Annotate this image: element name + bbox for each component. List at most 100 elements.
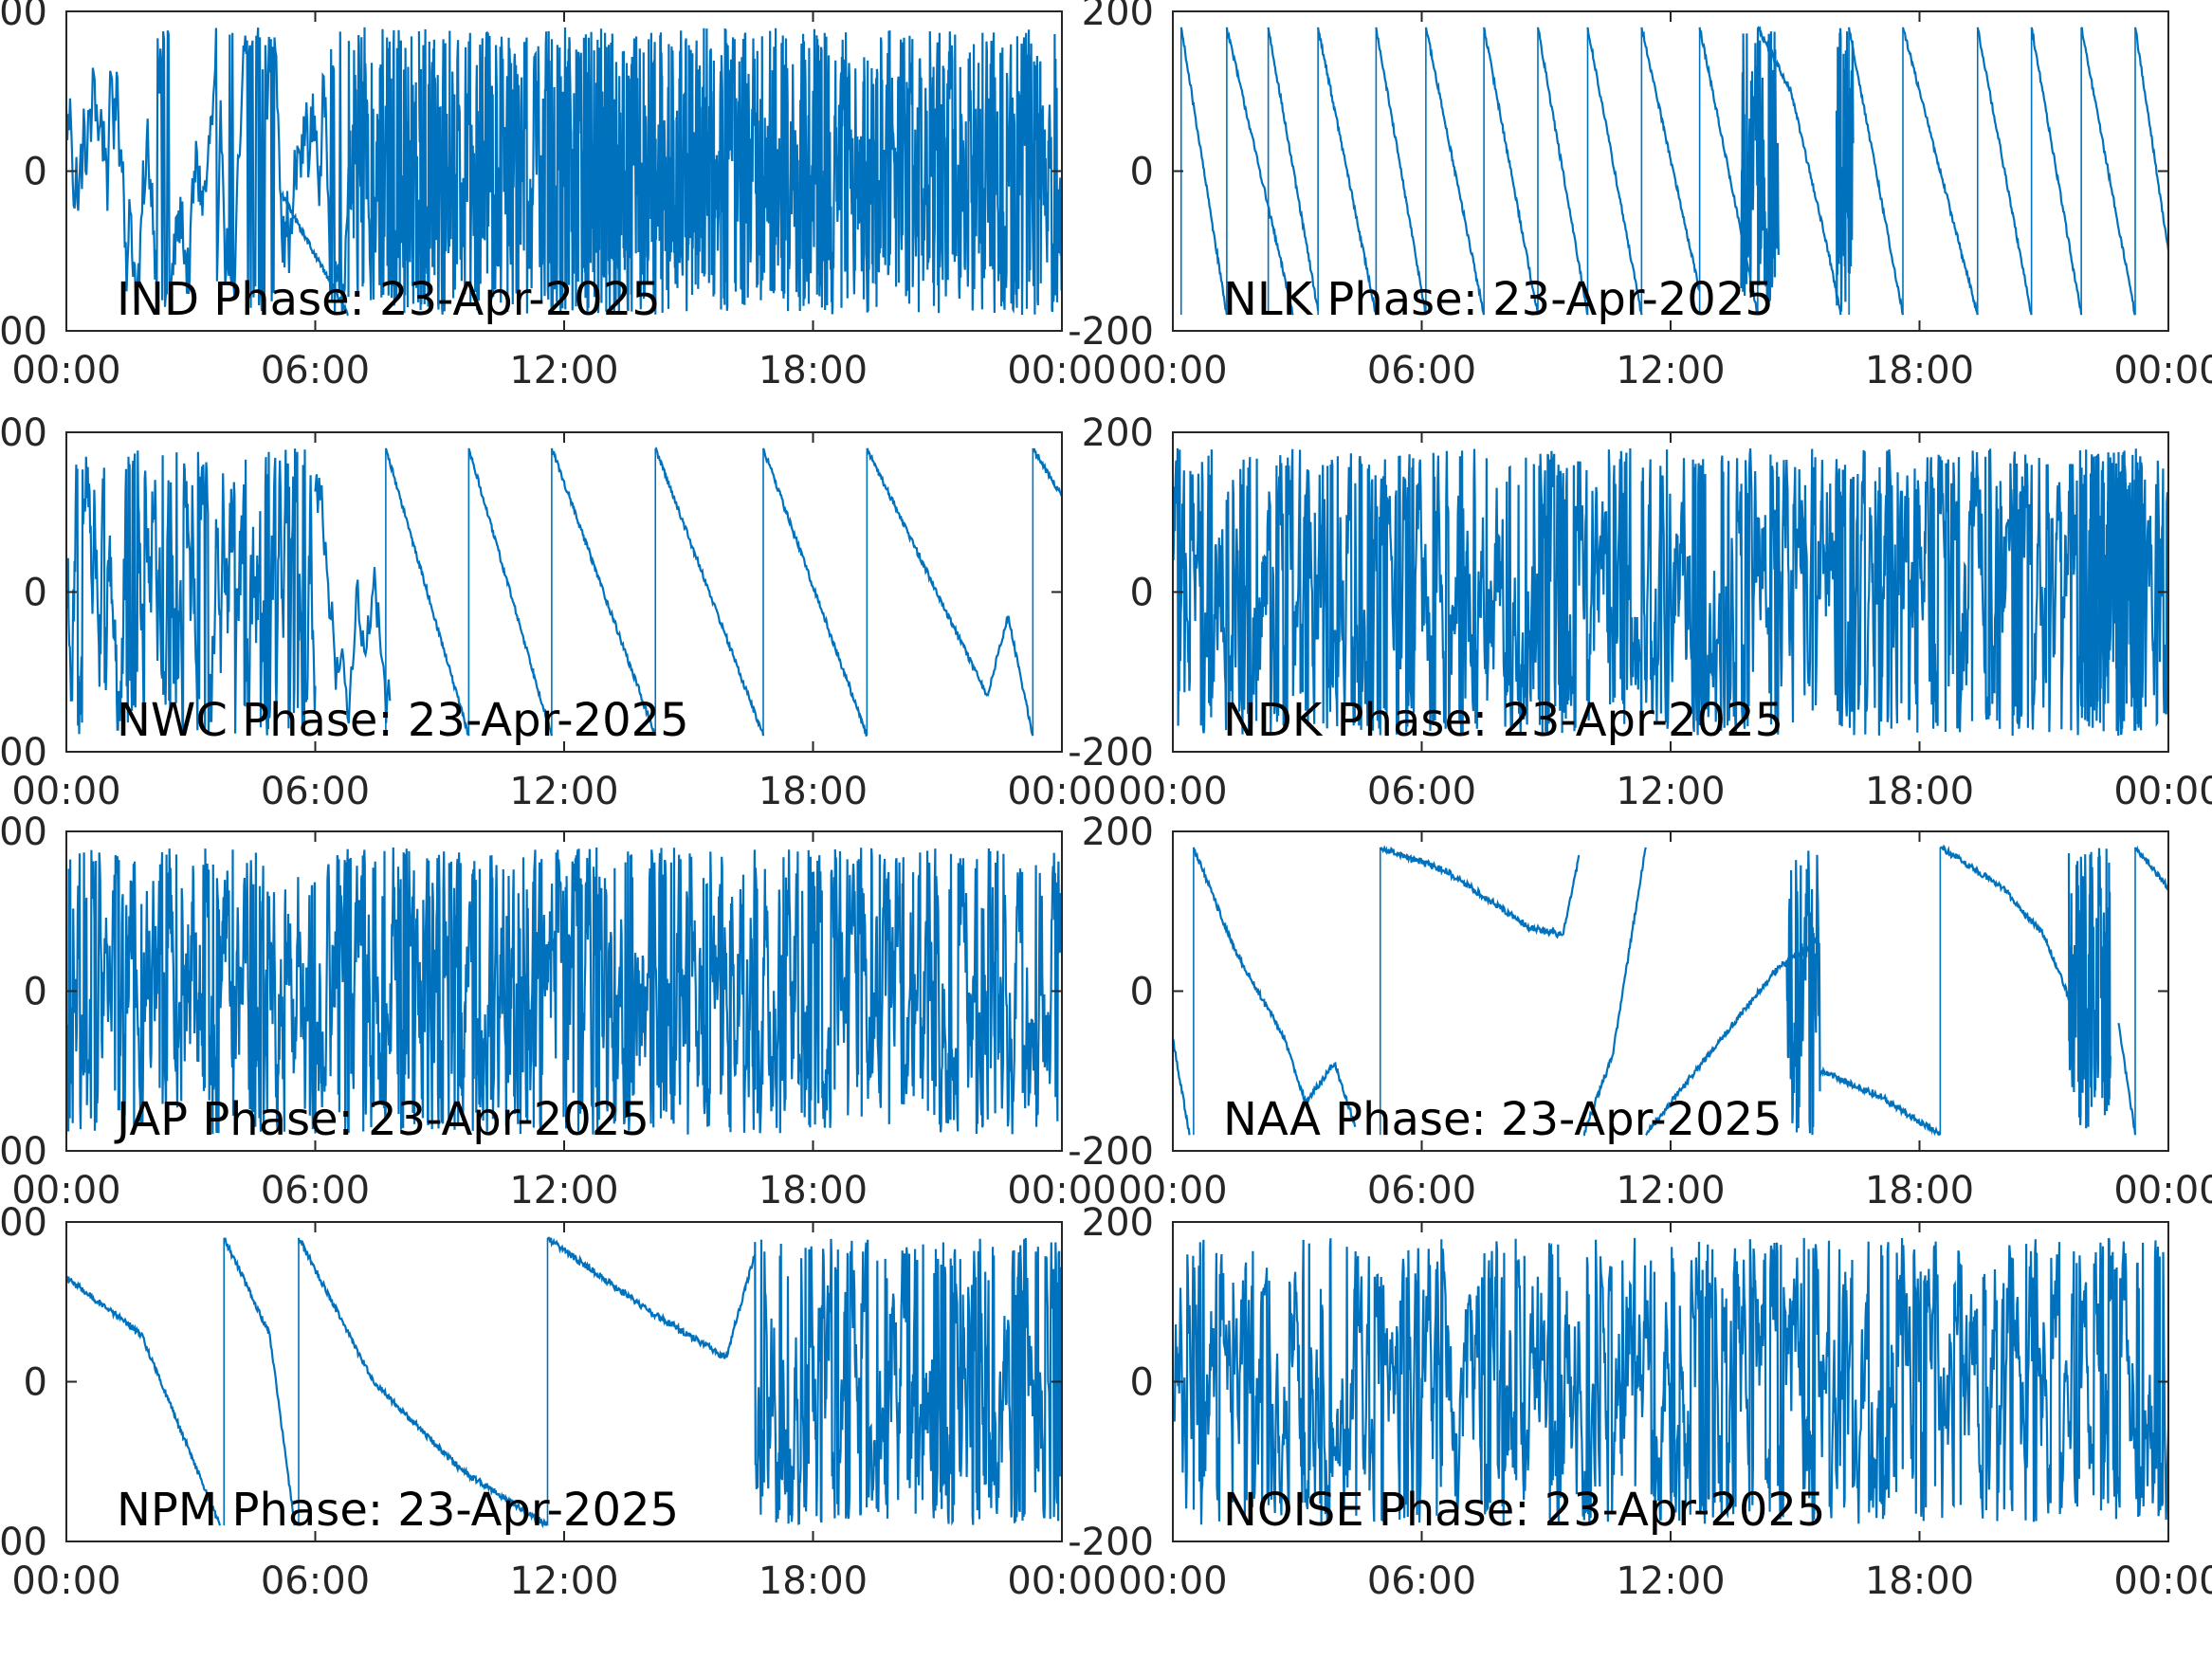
series-ramp-segment [1777,936,1818,971]
x-tick-label: 00:00 [11,770,120,813]
x-tick-label: 00:00 [11,349,120,392]
chart-panel-1: -200 0 200 00:00 06:00 12:00 18:00 00:00 IND Pha… [0,0,1117,392]
y-tick-label: -200 [1068,1130,1154,1174]
series-ramp-segment [547,1236,649,1311]
y-tick-label: -200 [1068,1521,1154,1564]
y-tick-label: 200 [1082,0,1154,34]
y-tick-label: 200 [0,411,47,455]
series-noise-segment [754,1237,1062,1526]
series-line [1179,26,2168,316]
y-tick-label: -200 [0,731,47,775]
series-ramp-segment [724,1253,757,1358]
x-tick-label: 12:00 [1616,349,1725,392]
series-line [66,27,1062,317]
series-noise-segment [66,27,350,315]
series-ramp-segment [646,1307,727,1359]
panel-title: NOISE Phase: 23-Apr-2025 [1223,1484,1825,1537]
series-ramp-segment [2133,845,2168,891]
series-ramp-segment [1827,250,1842,316]
chart-panel-6: -200 0 200 00:00 06:00 12:00 18:00 00:00 NAA Pha… [1068,811,2212,1212]
x-tick-label: 00:00 [1007,349,1116,392]
series-noise-segment [1173,1237,2168,1525]
series-ramp-segment [1375,27,1427,316]
series-ramp-segment [1225,27,1294,316]
x-tick-label: 12:00 [509,349,618,392]
x-tick-label: 00:00 [1118,349,1227,392]
series-noise-segment [712,27,1062,316]
series-ramp-segment [2117,1023,2137,1136]
series-noise-segment [1740,28,1780,307]
panel-title: NPM Phase: 23-Apr-2025 [117,1484,679,1537]
series-line [66,847,1062,1135]
series-ramp-segment [1284,1038,1307,1103]
x-tick-label: 18:00 [1865,1559,1974,1603]
chart-panel-5: -200 0 200 00:00 06:00 12:00 18:00 00:00 JAP Pha… [0,811,1117,1212]
chart-panel-8: -200 0 200 00:00 06:00 12:00 18:00 00:00 NOISE P… [1068,1201,2212,1603]
x-tick-label: 00:00 [1118,770,1227,813]
y-tick-label: -200 [0,1130,47,1174]
series-ramp-segment [1976,27,2033,316]
chart-panel-4: -200 0 200 00:00 06:00 12:00 18:00 00:00 NDK Pha… [1068,411,2212,813]
series-ramp-segment [1789,91,1829,253]
y-tick-label: 200 [0,1201,47,1245]
series-ramp-segment [1876,1093,1942,1137]
x-tick-label: 06:00 [1367,1169,1476,1212]
series-ramp-segment [1424,27,1486,316]
series-ramp-segment [223,1237,271,1335]
x-tick-label: 18:00 [759,1559,868,1603]
series-ramp-segment [1379,845,1448,876]
x-tick-label: 18:00 [1865,770,1974,813]
series-ramp-segment [281,190,349,317]
panel-title: NLK Phase: 23-Apr-2025 [1223,273,1774,326]
y-tick-label: 0 [1130,572,1154,615]
series-line [1173,447,2168,737]
series-noise-segment [1173,447,2168,737]
x-tick-label: 06:00 [1367,1559,1476,1603]
series-ramp-segment [140,1331,221,1526]
series-noise-segment [2067,848,2111,1129]
x-tick-label: 00:00 [1118,1559,1227,1603]
series-ramp-segment [1317,27,1378,316]
x-tick-label: 18:00 [759,770,868,813]
series-ramp-segment [460,1466,549,1529]
series-ramp-segment [1611,847,1647,1056]
series-ramp-segment [1582,1054,1614,1137]
series-ramp-segment [66,1275,142,1340]
series-ramp-segment [372,1381,462,1474]
series-ramp-segment [1305,1063,1336,1106]
y-tick-label: 200 [0,0,47,34]
series-ramp-segment [1483,27,1540,316]
x-tick-label: 00:00 [2113,770,2212,813]
x-tick-label: 00:00 [1007,770,1116,813]
x-tick-label: 12:00 [509,1559,618,1603]
x-tick-label: 06:00 [1367,770,1476,813]
x-tick-label: 12:00 [509,770,618,813]
series-ramp-segment [1586,27,1643,316]
series-noise-segment [66,847,1062,1135]
series-line [1173,1237,2168,1525]
x-tick-label: 18:00 [1865,1169,1974,1212]
y-tick-label: -200 [0,1521,47,1564]
series-ramp-segment [1536,27,1589,316]
panel-title: JAP Phase: 23-Apr-2025 [114,1093,649,1146]
series-noise-segment [1785,850,1821,1136]
x-tick-label: 00:00 [1007,1169,1116,1212]
series-noise-segment [2080,449,2145,737]
series-ramp-segment [1645,1069,1696,1137]
series-line [66,447,1062,738]
x-tick-label: 00:00 [2113,1559,2212,1603]
series-ramp-segment [2030,27,2083,316]
series-ramp-segment [1694,965,1780,1072]
series-ramp-segment [1757,26,1792,92]
x-tick-label: 00:00 [1007,1559,1116,1603]
y-tick-label: 0 [24,1361,47,1405]
panel-title: NDK Phase: 23-Apr-2025 [1223,694,1783,747]
x-tick-label: 00:00 [1118,1169,1227,1212]
series-ramp-segment [1334,1062,1357,1128]
series-ramp-segment [2002,884,2045,939]
y-tick-label: -200 [1068,310,1154,354]
series-line [66,1236,1062,1529]
y-tick-label: 0 [24,971,47,1014]
series-ramp-segment [1640,27,1701,292]
